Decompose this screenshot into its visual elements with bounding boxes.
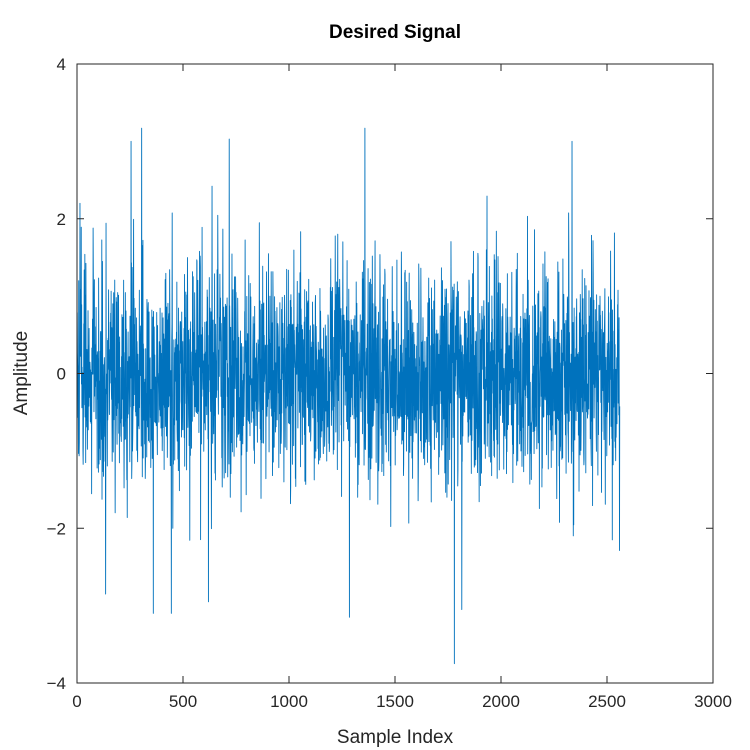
x-tick-label: 3000 bbox=[694, 692, 732, 711]
x-axis-label: Sample Index bbox=[337, 727, 454, 748]
y-tick-label: 0 bbox=[57, 365, 66, 384]
y-tick-label: −2 bbox=[47, 519, 66, 538]
y-tick-label: −4 bbox=[47, 674, 66, 693]
signal-line bbox=[76, 127, 621, 665]
y-tick-label: 2 bbox=[57, 210, 66, 229]
signal-layer bbox=[76, 127, 621, 665]
y-tick-label: 4 bbox=[57, 55, 66, 74]
x-tick-label: 2000 bbox=[482, 692, 520, 711]
x-tick-label: 1500 bbox=[376, 692, 414, 711]
chart-title: Desired Signal bbox=[329, 22, 461, 43]
x-tick-label: 2500 bbox=[588, 692, 626, 711]
x-tick-label: 500 bbox=[169, 692, 197, 711]
x-tick-label: 1000 bbox=[270, 692, 308, 711]
tick-layer: 0 500 1000 1500 2000 2500 3000 −4 −2 0 2 4 bbox=[47, 55, 732, 711]
x-tick-label: 0 bbox=[72, 692, 81, 711]
y-axis-label: Amplitude bbox=[11, 331, 32, 416]
